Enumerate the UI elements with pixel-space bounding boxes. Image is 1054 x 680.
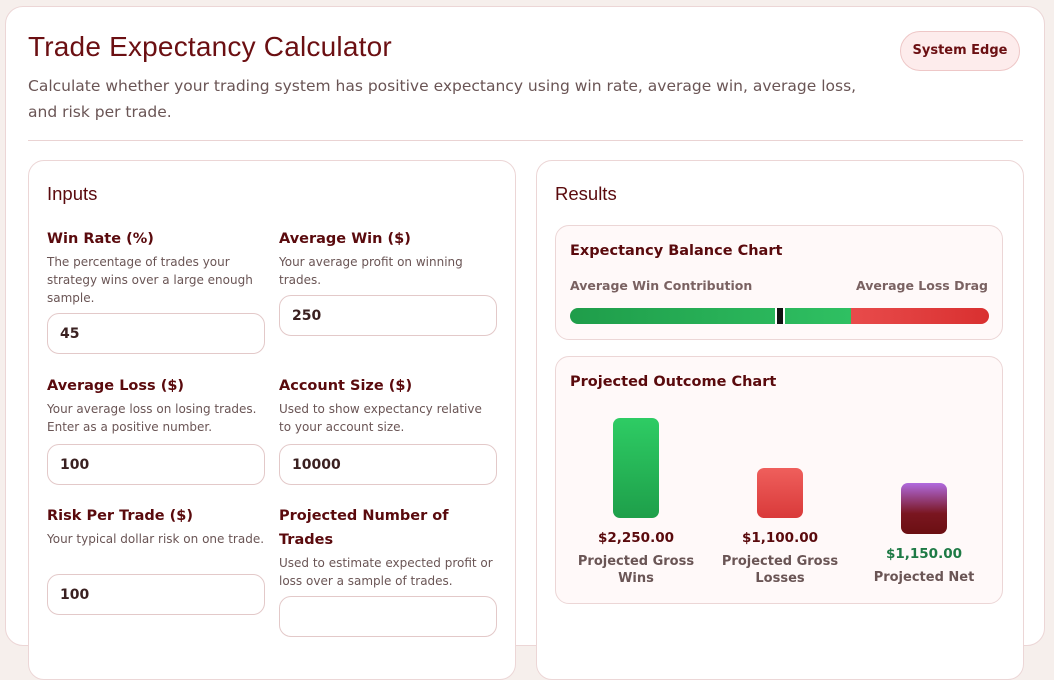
- projected-trades-help: Used to estimate expected profit or loss…: [279, 556, 493, 588]
- balance-marker: [775, 308, 785, 324]
- risk-per-trade-input[interactable]: [47, 574, 265, 615]
- projected-outcome-chart: $2,250.00 Projected Gross Wins $1,100.00 Pr…: [556, 357, 1004, 605]
- win-rate-label: Win Rate (%): [47, 231, 154, 247]
- account-size-input[interactable]: [279, 444, 497, 485]
- risk-per-trade-field: Risk Per Trade ($) Your typical dollar r…: [47, 504, 265, 615]
- win-rate-input[interactable]: [47, 313, 265, 354]
- projected-net-column: $1,150.00 Projected Net: [849, 357, 999, 605]
- risk-per-trade-help: Your typical dollar risk on one trade.: [47, 532, 265, 546]
- average-loss-drag-label: Average Loss Drag: [856, 278, 988, 293]
- projected-gross-wins-value: $2,250.00: [597, 530, 674, 546]
- average-win-help: Your average profit on winning trades.: [279, 255, 463, 287]
- average-win-field: Average Win ($) Your average profit on w…: [279, 227, 497, 336]
- loss-drag-segment: [851, 308, 989, 324]
- calculator-page: Trade Expectancy Calculator Calculate wh…: [5, 6, 1045, 680]
- projected-outcome-title: Projected Outcome Chart: [570, 374, 777, 390]
- results-panel: Results Expectancy Balance Chart Average…: [536, 160, 1024, 680]
- account-size-help: Used to show expectancy relative to your…: [279, 402, 482, 434]
- projected-net-value: $1,150.00: [885, 546, 962, 562]
- average-win-label: Average Win ($): [279, 231, 411, 247]
- inputs-title: Inputs: [47, 183, 98, 204]
- average-win-contribution-label: Average Win Contribution: [570, 278, 753, 293]
- average-loss-field: Average Loss ($) Your average loss on lo…: [47, 374, 265, 485]
- average-loss-label: Average Loss ($): [47, 378, 185, 394]
- expectancy-balance-title: Expectancy Balance Chart: [570, 243, 783, 259]
- win-rate-field: Win Rate (%) The percentage of trades yo…: [47, 227, 265, 354]
- account-size-label: Account Size ($): [279, 378, 413, 394]
- win-rate-help: The percentage of trades your strategy w…: [47, 255, 253, 305]
- expectancy-balance-card: Expectancy Balance Chart Average Win Con…: [555, 225, 1003, 340]
- projected-gross-wins-bar: [613, 418, 659, 518]
- inputs-panel: Inputs Win Rate (%) The percentage of tr…: [28, 160, 516, 680]
- risk-per-trade-label: Risk Per Trade ($): [47, 508, 193, 524]
- projected-gross-losses-bar: [757, 468, 803, 518]
- projected-gross-wins-label: Projected Gross Wins: [577, 554, 695, 586]
- account-size-field: Account Size ($) Used to show expectancy…: [279, 374, 497, 485]
- header-divider: [28, 140, 1023, 141]
- win-contribution-segment: [570, 308, 851, 324]
- projected-gross-losses-label: Projected Gross Losses: [721, 554, 839, 586]
- average-loss-help: Your average loss on losing trades. Ente…: [47, 402, 257, 434]
- results-title: Results: [555, 183, 617, 204]
- projected-trades-input[interactable]: [279, 596, 497, 637]
- projected-net-bar: [901, 483, 947, 534]
- average-loss-input[interactable]: [47, 444, 265, 485]
- projected-trades-field: Projected Number of Trades Used to estim…: [279, 504, 497, 637]
- projected-gross-losses-column: $1,100.00 Projected Gross Losses: [705, 357, 855, 605]
- projected-trades-label: Projected Number of Trades: [279, 508, 449, 548]
- system-edge-badge: System Edge: [900, 31, 1020, 71]
- projected-outcome-card: Projected Outcome Chart $2,250.00 Project…: [555, 356, 1003, 604]
- projected-gross-losses-value: $1,100.00: [741, 530, 818, 546]
- page-title: Trade Expectancy Calculator: [28, 31, 392, 62]
- projected-net-label: Projected Net: [873, 570, 975, 585]
- projected-gross-wins-column: $2,250.00 Projected Gross Wins: [561, 357, 711, 605]
- page-subtitle: Calculate whether your trading system ha…: [28, 77, 857, 121]
- average-win-input[interactable]: [279, 295, 497, 336]
